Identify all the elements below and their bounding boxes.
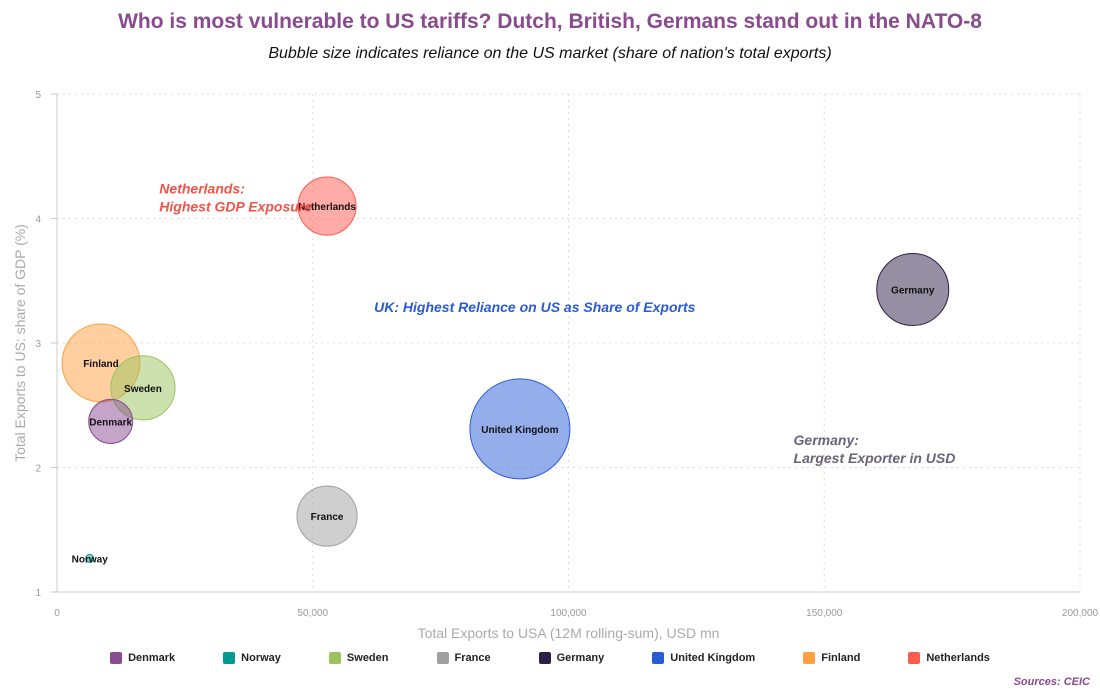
bubble-germany [876, 252, 950, 326]
annotation: Highest GDP Exposure [159, 199, 312, 215]
legend-label: Netherlands [926, 652, 990, 664]
legend-swatch [908, 652, 921, 664]
bubble-label: Netherlands [298, 202, 356, 213]
legend-swatch [436, 652, 449, 664]
legend-swatch [538, 652, 551, 664]
legend-swatch [328, 652, 341, 664]
bubble-label: Germany [891, 285, 935, 296]
legend-label: France [454, 652, 491, 664]
bubble-label: United Kingdom [481, 425, 558, 436]
legend-label: Finland [821, 652, 861, 664]
legend-swatch [110, 652, 123, 664]
legend-item[interactable]: Norway [223, 652, 281, 664]
annotation: Largest Exporter in USD [794, 450, 956, 466]
bubble-label: Norway [72, 554, 109, 565]
y-tick-label: 2 [35, 464, 41, 475]
annotation: UK: Highest Reliance on US as Share of E… [374, 299, 696, 315]
annotation: Netherlands: [159, 181, 245, 197]
bubble-denmark [88, 398, 134, 444]
legend-item[interactable]: Sweden [328, 652, 389, 664]
legend-swatch [223, 652, 236, 664]
x-tick-label: 200,000 [1062, 608, 1099, 619]
x-tick-label: 0 [54, 608, 60, 619]
bubble-france [296, 485, 358, 547]
bubble-label: France [311, 512, 344, 523]
y-tick-label: 3 [35, 339, 41, 350]
legend-item[interactable]: Germany [538, 652, 605, 664]
y-tick-label: 5 [35, 90, 41, 101]
legend-item[interactable]: France [436, 652, 491, 664]
x-tick-label: 100,000 [550, 608, 587, 619]
chart-title: Who is most vulnerable to US tariffs? Du… [118, 10, 982, 33]
y-tick-label: 1 [35, 588, 41, 599]
annotation: Germany: [794, 432, 859, 448]
legend-item[interactable]: Finland [803, 652, 860, 664]
bubble-united-kingdom [469, 378, 571, 480]
chart-subtitle: Bubble size indicates reliance on the US… [268, 45, 832, 62]
legend-swatch [803, 652, 816, 664]
source-note: Sources: CEIC [1013, 676, 1090, 688]
bubble-norway [85, 553, 95, 563]
x-tick-label: 50,000 [297, 608, 328, 619]
legend-item[interactable]: United Kingdom [652, 652, 755, 664]
x-tick-label: 150,000 [806, 608, 843, 619]
bubble-label: Finland [83, 359, 119, 370]
x-axis-label: Total Exports to USA (12M rolling-sum), … [418, 625, 720, 641]
legend-label: Denmark [128, 652, 176, 664]
y-tick-label: 4 [35, 215, 41, 226]
legend-label: Sweden [346, 652, 389, 664]
legend-label: Germany [556, 652, 605, 664]
bubble-label: Sweden [124, 384, 162, 395]
bubble-sweden [110, 355, 176, 421]
bubble-label: Denmark [89, 417, 132, 428]
legend: Denmark Norway Sweden France Germany United K… [0, 652, 1100, 664]
legend-label: United Kingdom [670, 652, 756, 664]
legend-swatch [652, 652, 665, 664]
legend-item[interactable]: Netherlands [908, 652, 990, 664]
bubble-netherlands [297, 176, 357, 236]
y-axis-label: Total Exports to US: share of GDP (%) [12, 224, 28, 462]
legend-item[interactable]: Denmark [110, 652, 175, 664]
legend-label: Norway [241, 652, 281, 664]
